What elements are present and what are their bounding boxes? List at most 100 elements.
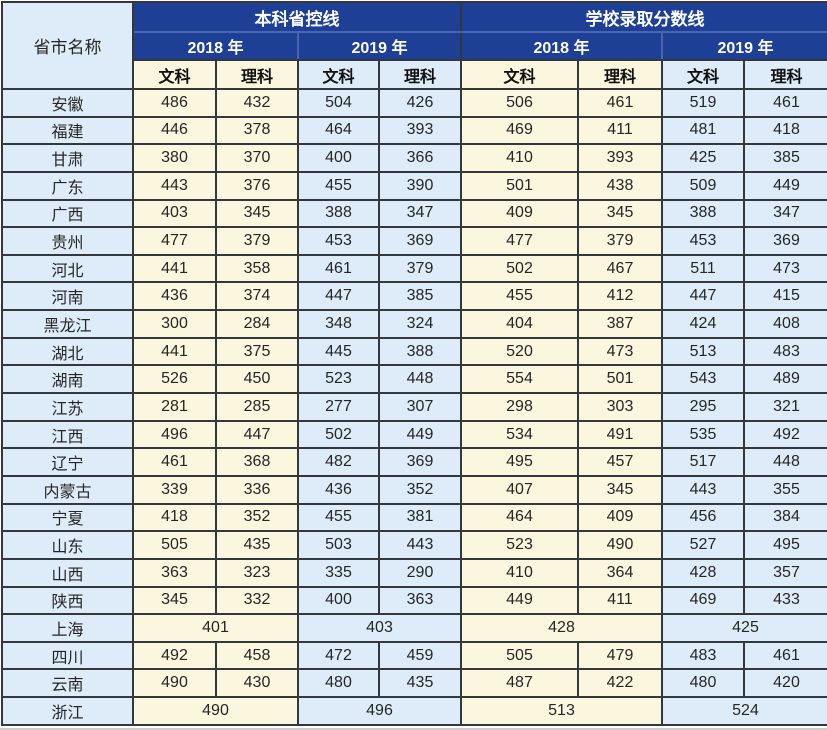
score-cell: 403 bbox=[132, 198, 217, 229]
score-cell: 467 bbox=[577, 253, 663, 284]
score-cell: 412 bbox=[577, 281, 663, 312]
province-cell: 广西 bbox=[1, 198, 134, 229]
table-row: 陕西 345 332 400 363 449 411 469 433 bbox=[1, 585, 827, 616]
table-row: 河北 441 358 461 379 502 467 511 473 bbox=[1, 253, 827, 284]
province-cell: 广东 bbox=[1, 170, 134, 201]
score-cell: 357 bbox=[743, 557, 827, 588]
score-cell: 432 bbox=[215, 88, 299, 118]
year-header-sal-2018: 2018 年 bbox=[460, 31, 663, 61]
score-cell: 446 bbox=[132, 115, 217, 146]
score-cell: 411 bbox=[577, 115, 663, 146]
score-cell: 487 bbox=[460, 668, 579, 699]
score-cell: 400 bbox=[297, 143, 380, 173]
province-cell: 浙江 bbox=[1, 696, 134, 726]
score-cell: 388 bbox=[297, 198, 380, 229]
score-cell: 422 bbox=[577, 668, 663, 699]
table-row: 黑龙江 300 284 348 324 404 387 424 408 bbox=[1, 309, 827, 339]
score-cell: 519 bbox=[661, 88, 745, 118]
score-cell: 425 bbox=[661, 613, 827, 643]
score-cell: 277 bbox=[297, 392, 380, 422]
score-cell: 517 bbox=[661, 447, 745, 477]
score-cell: 489 bbox=[743, 364, 827, 395]
table-row: 广东 443 376 455 390 501 438 509 449 bbox=[1, 170, 827, 201]
score-cell: 376 bbox=[215, 170, 299, 201]
score-cell: 443 bbox=[661, 474, 745, 505]
score-cell: 295 bbox=[661, 392, 745, 422]
score-cell: 492 bbox=[132, 640, 217, 671]
score-cell: 445 bbox=[297, 336, 380, 367]
score-cell: 415 bbox=[743, 281, 827, 312]
score-cell: 355 bbox=[743, 474, 827, 505]
score-cell: 300 bbox=[132, 309, 217, 339]
table-row: 上海 401 403 428 425 bbox=[1, 613, 827, 643]
page-bottom-divider bbox=[0, 728, 827, 730]
score-cell: 410 bbox=[460, 557, 579, 588]
score-cell: 370 bbox=[215, 143, 299, 173]
score-cell: 480 bbox=[661, 668, 745, 699]
subject-header-arts: 文科 bbox=[661, 59, 745, 90]
score-cell: 441 bbox=[132, 253, 217, 284]
score-cell: 505 bbox=[132, 530, 217, 560]
score-cell: 336 bbox=[215, 474, 299, 505]
score-cell: 433 bbox=[743, 585, 827, 616]
score-cell: 378 bbox=[215, 115, 299, 146]
score-cell: 473 bbox=[577, 336, 663, 367]
score-cell: 505 bbox=[460, 640, 579, 671]
score-cell: 363 bbox=[132, 557, 217, 588]
province-cell: 湖南 bbox=[1, 364, 134, 395]
score-cell: 418 bbox=[132, 502, 217, 533]
score-cell: 303 bbox=[577, 392, 663, 422]
score-cell: 509 bbox=[661, 170, 745, 201]
score-cell: 479 bbox=[577, 640, 663, 671]
score-cell: 458 bbox=[215, 640, 299, 671]
score-cell: 404 bbox=[460, 309, 579, 339]
score-cell: 381 bbox=[378, 502, 462, 533]
score-cell: 438 bbox=[577, 170, 663, 201]
province-cell: 山东 bbox=[1, 530, 134, 560]
score-cell: 409 bbox=[460, 198, 579, 229]
score-cell: 472 bbox=[297, 640, 380, 671]
table-row: 辽宁 461 368 482 369 495 457 517 448 bbox=[1, 447, 827, 477]
province-cell: 河北 bbox=[1, 253, 134, 284]
subject-header-arts: 文科 bbox=[132, 59, 217, 90]
table-row: 湖南 526 450 523 448 554 501 543 489 bbox=[1, 364, 827, 395]
score-cell: 502 bbox=[460, 253, 579, 284]
table-row: 宁夏 418 352 455 381 464 409 456 384 bbox=[1, 502, 827, 533]
score-cell: 535 bbox=[661, 419, 745, 450]
province-cell: 江苏 bbox=[1, 392, 134, 422]
score-cell: 524 bbox=[661, 696, 827, 726]
group-header-school-admission-line: 学校录取分数线 bbox=[460, 1, 827, 33]
score-cell: 464 bbox=[460, 502, 579, 533]
score-cell: 447 bbox=[297, 281, 380, 312]
score-cell: 453 bbox=[661, 226, 745, 256]
score-cell: 496 bbox=[297, 696, 462, 726]
score-cell: 347 bbox=[378, 198, 462, 229]
province-cell: 福建 bbox=[1, 115, 134, 146]
score-cell: 388 bbox=[378, 336, 462, 367]
score-cell: 502 bbox=[297, 419, 380, 450]
province-cell: 四川 bbox=[1, 640, 134, 671]
score-cell: 480 bbox=[297, 668, 380, 699]
score-cell: 482 bbox=[297, 447, 380, 477]
header-year-row: 2018 年 2019 年 2018 年 2019 年 bbox=[2, 31, 827, 61]
score-cell: 339 bbox=[132, 474, 217, 505]
score-cell: 409 bbox=[577, 502, 663, 533]
table-row: 内蒙古 339 336 436 352 407 345 443 355 bbox=[1, 474, 827, 505]
score-cell: 450 bbox=[215, 364, 299, 395]
score-cell: 298 bbox=[460, 392, 579, 422]
score-cell: 385 bbox=[743, 143, 827, 173]
score-cell: 469 bbox=[460, 115, 579, 146]
score-cell: 441 bbox=[132, 336, 217, 367]
score-cell: 390 bbox=[378, 170, 462, 201]
score-cell: 455 bbox=[460, 281, 579, 312]
province-cell: 云南 bbox=[1, 668, 134, 699]
province-cell: 宁夏 bbox=[1, 502, 134, 533]
score-cell: 511 bbox=[661, 253, 745, 284]
score-cell: 504 bbox=[297, 88, 380, 118]
score-cell: 495 bbox=[743, 530, 827, 560]
score-cell: 403 bbox=[297, 613, 462, 643]
table-row: 甘肃 380 370 400 366 410 393 425 385 bbox=[1, 143, 827, 173]
province-cell: 甘肃 bbox=[1, 143, 134, 173]
score-cell: 281 bbox=[132, 392, 217, 422]
